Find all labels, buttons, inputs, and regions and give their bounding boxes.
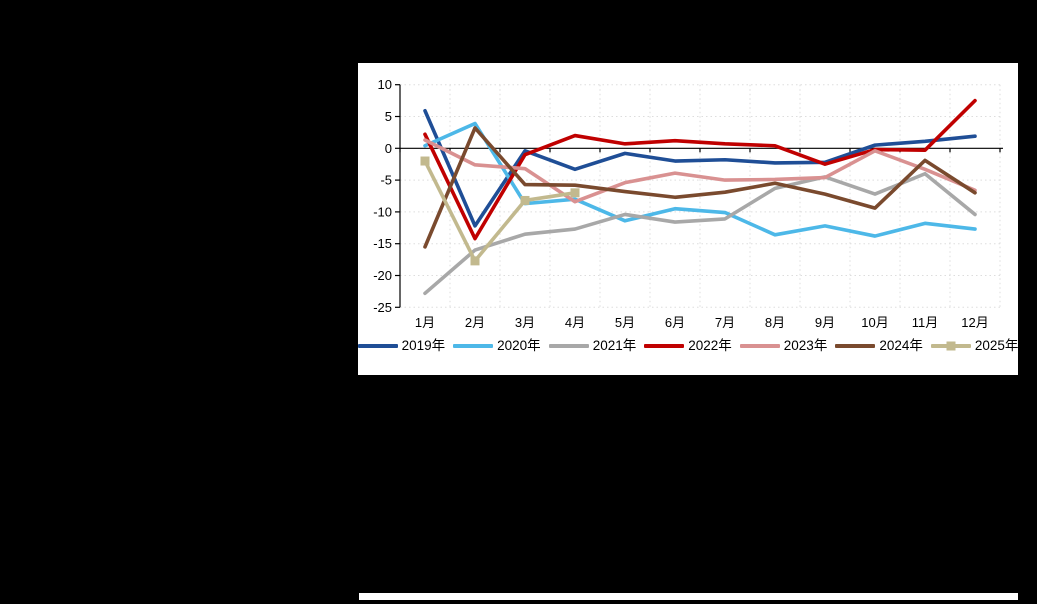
series-line-2023年 bbox=[423, 138, 977, 204]
legend-line-swatch bbox=[739, 343, 780, 348]
line-chart: 10 5 0 -5 -10 -15 -20 -25 1月 2月 3月 4月 5月 6月 7月 8月 9月 10月 1… bbox=[373, 77, 1003, 330]
footer-divider-bar bbox=[359, 593, 1018, 600]
legend-line-swatch bbox=[644, 343, 685, 348]
y-tick-label: -10 bbox=[373, 204, 392, 219]
y-tick-label: -20 bbox=[373, 268, 392, 283]
legend-line-swatch bbox=[835, 343, 876, 348]
x-tick-label: 7月 bbox=[715, 315, 735, 330]
legend-label: 2025年 bbox=[974, 338, 1019, 353]
legend-label: 2020年 bbox=[497, 338, 541, 353]
x-tick-label: 4月 bbox=[565, 315, 585, 330]
legend-label: 2023年 bbox=[783, 338, 828, 353]
series-line-2020年 bbox=[423, 121, 977, 238]
series-line-2025年 bbox=[423, 159, 577, 263]
x-tick-label: 2月 bbox=[465, 315, 485, 330]
series-marker-2025年 bbox=[520, 195, 530, 205]
legend-item-2024年: 2024年 bbox=[835, 339, 923, 353]
x-tick-label: 12月 bbox=[961, 315, 988, 330]
chart-panel: 10 5 0 -5 -10 -15 -20 -25 1月 2月 3月 4月 5月 6月 7月 8月 9月 10月 1… bbox=[357, 63, 1019, 375]
x-tick-label: 6月 bbox=[665, 315, 685, 330]
legend-line-swatch bbox=[453, 343, 494, 348]
legend-item-2019年: 2019年 bbox=[357, 338, 446, 353]
legend-item-2023年: 2023年 bbox=[739, 338, 828, 353]
legend-line-swatch bbox=[930, 341, 971, 351]
series-line-2021年 bbox=[423, 171, 977, 296]
series-marker-2025年 bbox=[570, 188, 580, 198]
legend-line-swatch bbox=[548, 343, 589, 348]
y-tick-label: 0 bbox=[385, 141, 392, 156]
legend-label: 2021年 bbox=[592, 338, 637, 353]
series-line-2024年 bbox=[423, 126, 977, 249]
series-line-2019年 bbox=[423, 108, 977, 228]
y-tick-label: 10 bbox=[378, 77, 392, 92]
chart-legend: 2019年 2020年 2021年 2022年 2023年 2024年 2025年 bbox=[357, 338, 1019, 353]
x-tick-label: 11月 bbox=[912, 315, 939, 330]
y-tick-label: -25 bbox=[373, 300, 392, 315]
y-tick-label: -5 bbox=[380, 173, 392, 188]
x-tick-label: 9月 bbox=[815, 315, 835, 330]
x-tick-label: 3月 bbox=[515, 315, 535, 330]
series-marker-2025年 bbox=[470, 256, 480, 266]
legend-label: 2019年 bbox=[401, 338, 446, 353]
legend-label: 2024年 bbox=[879, 338, 923, 353]
legend-item-2021年: 2021年 bbox=[548, 338, 637, 353]
x-tick-label: 1月 bbox=[415, 315, 435, 330]
y-tick-label: 5 bbox=[385, 109, 392, 124]
legend-label: 2022年 bbox=[688, 338, 732, 353]
y-tick-label: -15 bbox=[373, 236, 392, 251]
legend-square-marker bbox=[946, 341, 956, 351]
x-tick-label: 8月 bbox=[765, 315, 785, 330]
series-marker-2025年 bbox=[420, 156, 430, 166]
legend-item-2022年: 2022年 bbox=[644, 339, 732, 353]
x-tick-label: 5月 bbox=[615, 315, 635, 330]
legend-line-swatch bbox=[357, 343, 398, 348]
legend-item-2020年: 2020年 bbox=[453, 339, 541, 353]
x-tick-label: 10月 bbox=[861, 315, 888, 330]
legend-item-2025年: 2025年 bbox=[930, 338, 1019, 353]
